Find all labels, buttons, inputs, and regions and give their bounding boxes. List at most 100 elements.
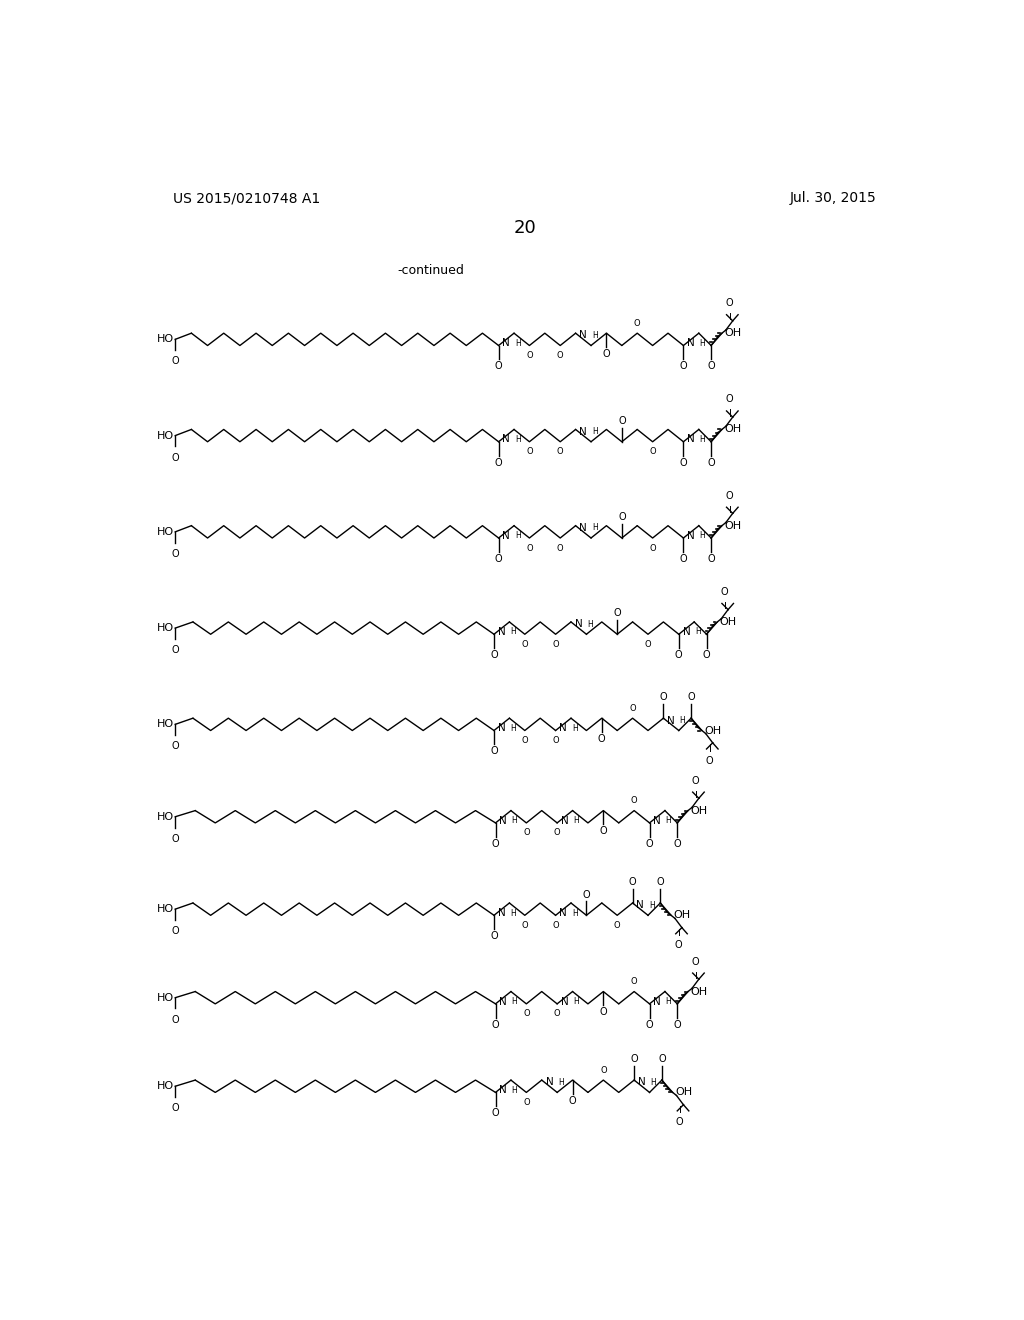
Text: H: H bbox=[510, 627, 516, 636]
Text: O: O bbox=[552, 737, 559, 744]
Text: N: N bbox=[500, 1085, 507, 1096]
Text: OH: OH bbox=[690, 805, 708, 816]
Text: O: O bbox=[687, 693, 695, 702]
Text: H: H bbox=[512, 1085, 517, 1094]
Text: O: O bbox=[631, 977, 638, 986]
Text: O: O bbox=[171, 742, 179, 751]
Text: H: H bbox=[666, 816, 672, 825]
Text: O: O bbox=[708, 458, 715, 467]
Text: O: O bbox=[680, 554, 687, 564]
Text: O: O bbox=[599, 1007, 607, 1018]
Text: O: O bbox=[725, 395, 732, 404]
Text: O: O bbox=[705, 755, 713, 766]
Text: O: O bbox=[495, 554, 503, 564]
Text: O: O bbox=[490, 931, 498, 941]
Text: HO: HO bbox=[157, 719, 174, 730]
Text: O: O bbox=[691, 776, 698, 785]
Text: N: N bbox=[559, 723, 567, 733]
Text: H: H bbox=[573, 816, 579, 825]
Text: O: O bbox=[656, 878, 665, 887]
Text: O: O bbox=[613, 921, 621, 929]
Text: O: O bbox=[674, 940, 682, 950]
Text: O: O bbox=[702, 649, 711, 660]
Text: H: H bbox=[699, 339, 706, 347]
Text: H: H bbox=[592, 331, 598, 341]
Text: OH: OH bbox=[690, 986, 708, 997]
Text: O: O bbox=[521, 921, 528, 929]
Text: O: O bbox=[631, 796, 638, 805]
Text: N: N bbox=[653, 816, 662, 825]
Text: O: O bbox=[725, 491, 732, 500]
Text: O: O bbox=[526, 351, 532, 360]
Text: O: O bbox=[495, 362, 503, 371]
Text: O: O bbox=[646, 838, 653, 849]
Text: O: O bbox=[583, 890, 590, 899]
Text: O: O bbox=[721, 587, 728, 597]
Text: H: H bbox=[515, 436, 520, 444]
Text: O: O bbox=[526, 544, 532, 553]
Text: HO: HO bbox=[157, 334, 174, 345]
Text: O: O bbox=[646, 1019, 653, 1030]
Text: H: H bbox=[699, 436, 706, 444]
Text: O: O bbox=[552, 640, 559, 648]
Text: H: H bbox=[666, 997, 672, 1006]
Text: H: H bbox=[587, 620, 593, 628]
Text: N: N bbox=[559, 908, 567, 917]
Text: N: N bbox=[500, 816, 507, 825]
Text: O: O bbox=[680, 362, 687, 371]
Text: O: O bbox=[171, 549, 179, 558]
Text: HO: HO bbox=[157, 904, 174, 915]
Text: H: H bbox=[573, 997, 579, 1006]
Text: O: O bbox=[600, 1065, 606, 1074]
Text: HO: HO bbox=[157, 430, 174, 441]
Text: OH: OH bbox=[724, 425, 741, 434]
Text: OH: OH bbox=[705, 726, 721, 735]
Text: N: N bbox=[687, 434, 695, 445]
Text: H: H bbox=[571, 908, 578, 917]
Text: H: H bbox=[695, 627, 700, 636]
Text: O: O bbox=[725, 298, 732, 308]
Text: N: N bbox=[561, 816, 568, 825]
Text: O: O bbox=[618, 416, 626, 426]
Text: US 2015/0210748 A1: US 2015/0210748 A1 bbox=[173, 191, 321, 206]
Text: N: N bbox=[561, 997, 568, 1007]
Text: O: O bbox=[629, 878, 636, 887]
Text: O: O bbox=[675, 649, 683, 660]
Text: H: H bbox=[699, 531, 706, 540]
Text: N: N bbox=[498, 723, 506, 733]
Text: O: O bbox=[171, 834, 179, 843]
Text: OH: OH bbox=[675, 1088, 692, 1097]
Text: O: O bbox=[659, 693, 668, 702]
Text: O: O bbox=[523, 829, 529, 837]
Text: O: O bbox=[613, 609, 621, 619]
Text: O: O bbox=[674, 838, 681, 849]
Text: O: O bbox=[599, 826, 607, 837]
Text: O: O bbox=[171, 645, 179, 655]
Text: N: N bbox=[503, 434, 510, 445]
Text: OH: OH bbox=[720, 616, 736, 627]
Text: OH: OH bbox=[724, 329, 741, 338]
Text: N: N bbox=[503, 531, 510, 541]
Text: N: N bbox=[574, 619, 583, 630]
Text: O: O bbox=[676, 1118, 683, 1127]
Text: O: O bbox=[521, 737, 528, 744]
Text: O: O bbox=[171, 453, 179, 462]
Text: H: H bbox=[592, 524, 598, 532]
Text: H: H bbox=[650, 1078, 656, 1086]
Text: O: O bbox=[557, 447, 563, 457]
Text: H: H bbox=[510, 908, 516, 917]
Text: O: O bbox=[492, 1019, 500, 1030]
Text: N: N bbox=[580, 523, 587, 533]
Text: 20: 20 bbox=[513, 219, 537, 236]
Text: HO: HO bbox=[157, 527, 174, 537]
Text: O: O bbox=[649, 447, 656, 457]
Text: O: O bbox=[598, 734, 605, 744]
Text: N: N bbox=[580, 330, 587, 341]
Text: HO: HO bbox=[157, 812, 174, 822]
Text: O: O bbox=[645, 640, 651, 648]
Text: N: N bbox=[687, 338, 695, 348]
Text: N: N bbox=[638, 1077, 646, 1088]
Text: O: O bbox=[557, 351, 563, 360]
Text: H: H bbox=[571, 723, 578, 733]
Text: N: N bbox=[500, 997, 507, 1007]
